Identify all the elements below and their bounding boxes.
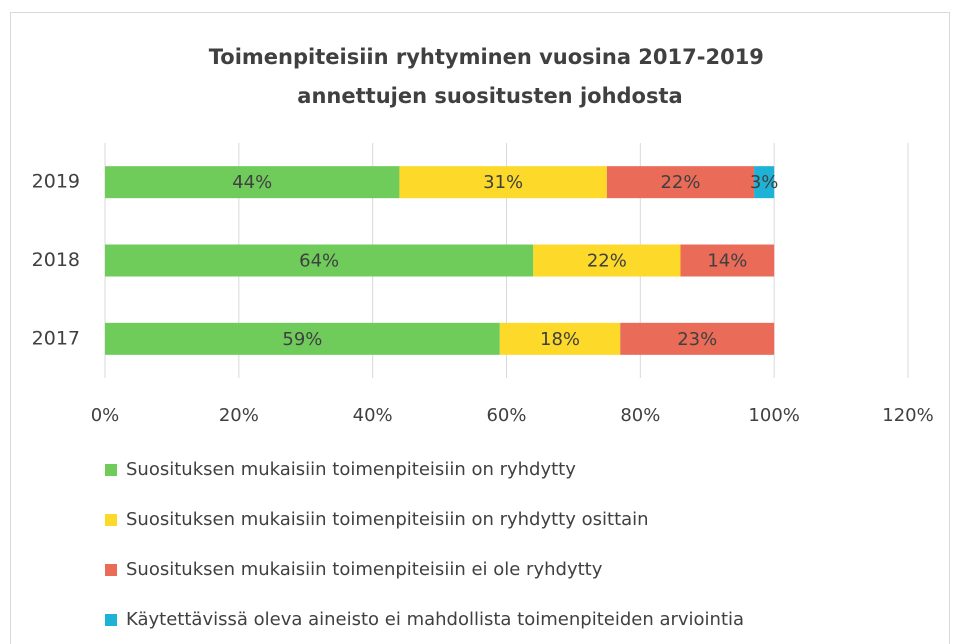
data-label: 23% [677,329,717,350]
x-tick-label: 40% [353,405,393,426]
legend-label: Käytettävissä oleva aineisto ei mahdolli… [126,609,744,630]
data-label: 22% [587,251,627,272]
legend-swatch [105,614,117,626]
bar-segment [105,322,500,355]
y-tick-label: 2018 [32,249,80,271]
bar-segment [105,244,534,277]
data-label: 31% [483,172,523,193]
data-label: 3% [750,172,779,193]
x-tick-label: 100% [748,405,799,426]
data-label: 14% [707,251,747,272]
data-label: 59% [282,329,322,350]
data-label: 64% [299,251,339,272]
legend-swatch [105,564,117,576]
x-tick-label: 60% [486,405,526,426]
legend-label: Suosituksen mukaisiin toimenpiteisiin on… [126,459,576,480]
legend-label: Suosituksen mukaisiin toimenpiteisiin on… [126,509,649,530]
title-line: annettujen suositusten johdosta [297,84,682,108]
title-line: Toimenpiteisiin ryhtyminen vuosina 2017-… [209,45,764,69]
bar-segment [606,166,755,199]
data-label: 18% [540,329,580,350]
bar-segment [533,244,681,277]
x-tick-label: 120% [882,405,933,426]
bar-segment [499,322,621,355]
x-tick-label: 80% [620,405,660,426]
data-label: 44% [232,172,272,193]
bar-segment [105,166,400,199]
bar-segment [754,166,775,199]
legend-label: Suosituksen mukaisiin toimenpiteisiin ei… [126,559,603,580]
x-tick-label: 0% [91,405,120,426]
bar-segment [620,322,775,355]
y-tick-label: 2017 [32,327,80,349]
bar-segment [680,244,775,277]
chart-title: Toimenpiteisiin ryhtyminen vuosina 2017-… [209,45,771,108]
data-label: 22% [660,172,700,193]
bar-segment [399,166,607,199]
x-tick-label: 20% [219,405,259,426]
y-tick-label: 2019 [32,171,80,193]
legend-swatch [105,514,117,526]
legend-swatch [105,464,117,476]
